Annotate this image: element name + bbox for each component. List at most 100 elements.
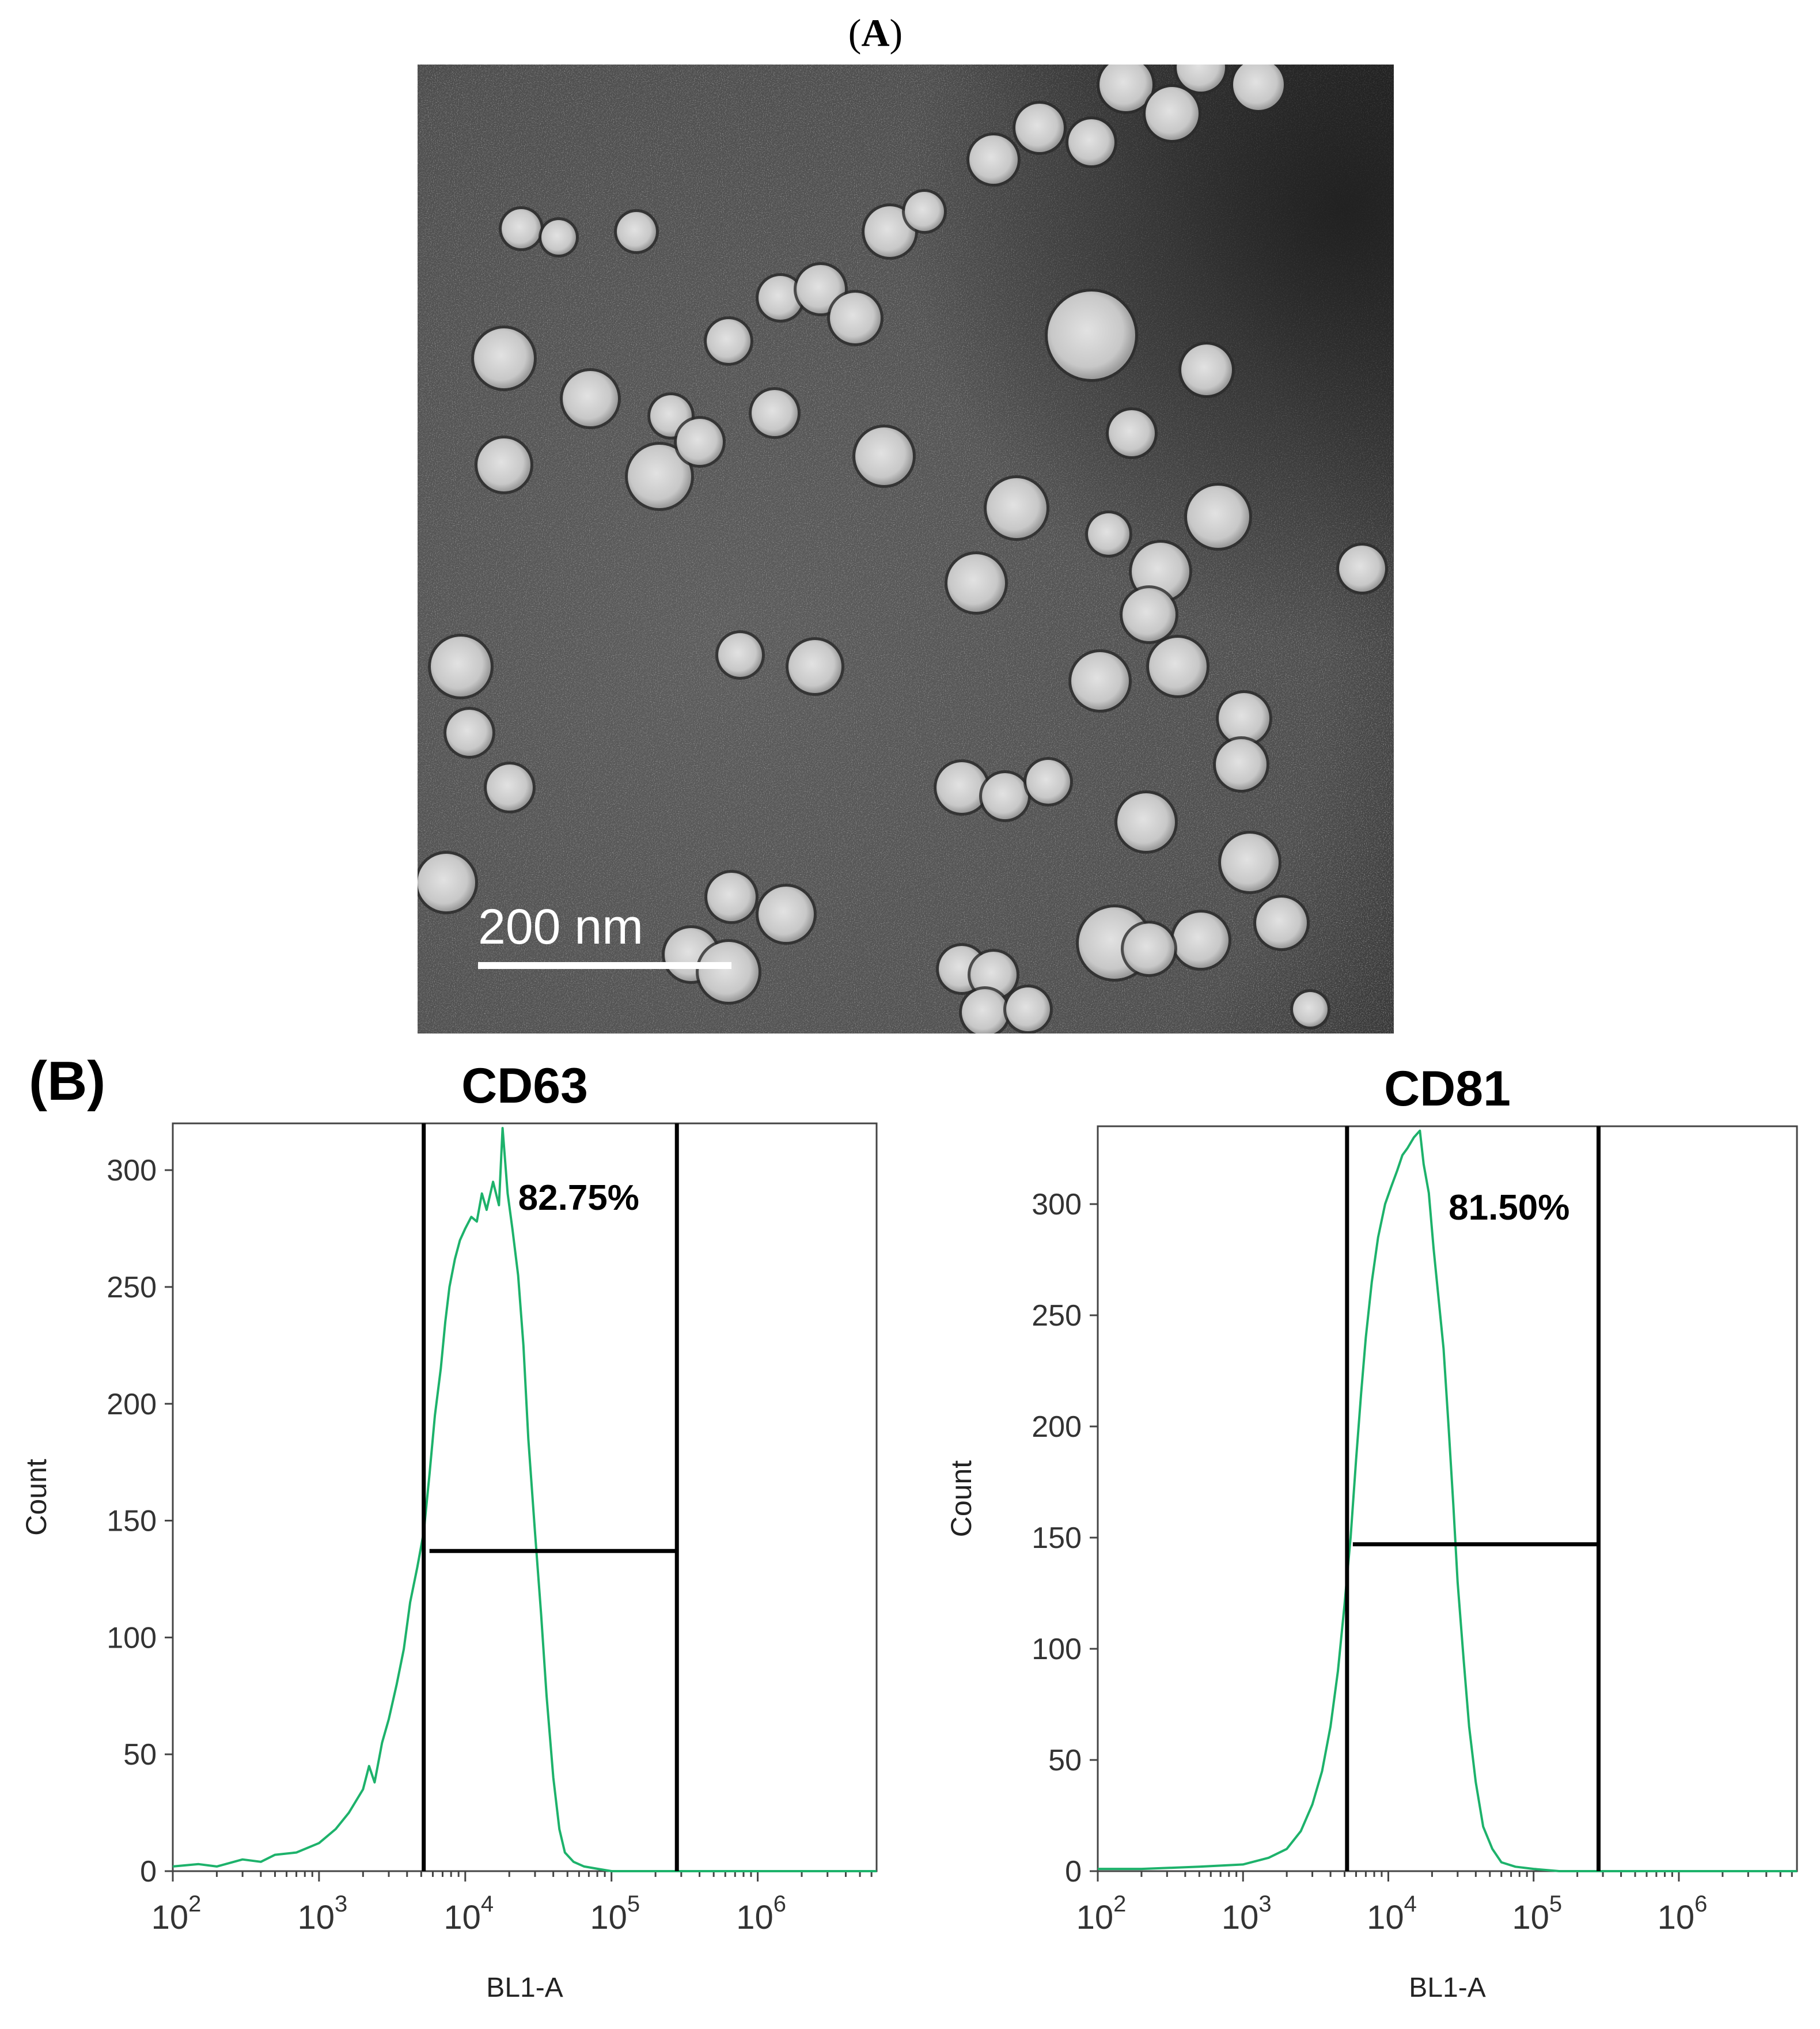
vesicle-icon bbox=[718, 633, 762, 677]
vesicle-icon bbox=[970, 952, 1017, 998]
tem-micrograph-vesicles-icon bbox=[418, 65, 1394, 1034]
x-tick-label: 105 bbox=[1512, 1891, 1562, 1936]
tem-micrograph bbox=[418, 65, 1394, 1034]
y-tick-label: 300 bbox=[1032, 1188, 1082, 1221]
vesicle-icon bbox=[830, 293, 881, 343]
vesicle-icon bbox=[1006, 987, 1050, 1031]
vesicle-icon bbox=[617, 212, 656, 251]
x-tick-label: 104 bbox=[1367, 1891, 1417, 1936]
x-tick-label: 105 bbox=[590, 1891, 640, 1936]
vesicle-icon bbox=[431, 637, 491, 696]
x-tick-label: 104 bbox=[443, 1891, 494, 1936]
y-tick-label: 150 bbox=[1032, 1521, 1082, 1555]
histogram-series bbox=[172, 1127, 877, 1872]
vesicle-icon bbox=[474, 328, 534, 388]
vesicle-icon bbox=[541, 220, 576, 255]
x-axis-label: BL1-A bbox=[486, 1973, 563, 2003]
vesicle-icon bbox=[707, 319, 750, 363]
vesicle-icon bbox=[982, 773, 1028, 819]
x-tick-label: 106 bbox=[736, 1891, 786, 1936]
scale-bar bbox=[478, 962, 731, 969]
plot-frame bbox=[172, 1122, 878, 1872]
vesicle-icon bbox=[1088, 513, 1129, 555]
y-tick-label: 50 bbox=[123, 1738, 157, 1771]
vesicle-icon bbox=[1099, 65, 1152, 111]
vesicle-icon bbox=[1109, 410, 1155, 456]
vesicle-icon bbox=[677, 419, 723, 465]
vesicle-icon bbox=[1117, 793, 1175, 851]
y-tick-label: 150 bbox=[107, 1505, 157, 1538]
histogram-series bbox=[1098, 1129, 1797, 1872]
vesicle-icon bbox=[1177, 65, 1225, 92]
vesicle-icon bbox=[699, 942, 759, 1002]
y-tick-label: 200 bbox=[107, 1388, 157, 1421]
plot-frame bbox=[1097, 1125, 1798, 1872]
vesicle-icon bbox=[788, 640, 841, 693]
vesicle-icon bbox=[1181, 345, 1232, 395]
y-tick-label: 300 bbox=[107, 1154, 157, 1187]
chart-title: CD63 bbox=[461, 1058, 588, 1114]
x-tick-label: 102 bbox=[151, 1891, 202, 1936]
y-tick-label: 100 bbox=[107, 1621, 157, 1655]
x-tick-label: 103 bbox=[1222, 1891, 1272, 1936]
vesicle-icon bbox=[987, 478, 1046, 538]
x-tick-label: 103 bbox=[298, 1891, 348, 1936]
vesicle-icon bbox=[1187, 486, 1249, 548]
vesicle-icon bbox=[947, 554, 1005, 612]
vesicle-icon bbox=[1149, 638, 1207, 695]
vesicle-icon bbox=[1048, 292, 1135, 379]
y-tick-label: 50 bbox=[1048, 1744, 1082, 1777]
vesicle-icon bbox=[1256, 898, 1307, 948]
y-axis-label: Count bbox=[945, 1460, 977, 1538]
vesicle-icon bbox=[936, 762, 987, 813]
panel-b-label: (B) bbox=[29, 1050, 106, 1112]
y-tick-label: 0 bbox=[1065, 1855, 1082, 1888]
scale-bar-label: 200 nm bbox=[478, 899, 643, 955]
vesicle-icon bbox=[563, 371, 618, 426]
cd81-histogram-chart: CD81 0 50 100 150 200 250 300 102 103 104 105 106 BL1… bbox=[945, 1061, 1798, 2003]
vesicle-icon bbox=[1068, 119, 1114, 165]
x-axis-label: BL1-A bbox=[1409, 1973, 1485, 2003]
vesicle-icon bbox=[1146, 87, 1199, 140]
cd63-histogram-chart: CD63 0 50 100 150 200 250 300 102 103 104 105 106 BL1… bbox=[20, 1058, 878, 2003]
vesicle-icon bbox=[502, 209, 541, 248]
gate-percentage-label: 81.50% bbox=[1449, 1188, 1569, 1228]
vesicle-icon bbox=[1216, 739, 1267, 790]
vesicle-icon bbox=[418, 854, 475, 911]
vesicle-icon bbox=[855, 427, 913, 485]
vesicle-icon bbox=[864, 206, 915, 257]
vesicle-icon bbox=[628, 445, 691, 508]
vesicle-icon bbox=[1219, 693, 1269, 744]
y-axis-label: Count bbox=[20, 1459, 52, 1536]
vesicle-icon bbox=[1026, 760, 1070, 804]
gate-percentage-label: 82.75% bbox=[518, 1178, 639, 1218]
vesicle-icon bbox=[759, 887, 814, 942]
y-tick-label: 250 bbox=[107, 1271, 157, 1304]
vesicle-icon bbox=[487, 764, 533, 811]
vesicle-icon bbox=[752, 390, 798, 436]
vesicle-icon bbox=[446, 710, 492, 756]
vesicle-icon bbox=[1221, 834, 1279, 891]
vesicle-icon bbox=[969, 135, 1018, 184]
vesicle-icon bbox=[1173, 913, 1228, 968]
vesicle-icon bbox=[1339, 546, 1385, 592]
vesicle-icon bbox=[1015, 104, 1064, 152]
vesicle-icon bbox=[1123, 588, 1176, 641]
y-tick-label: 100 bbox=[1032, 1633, 1082, 1666]
vesicle-icon bbox=[477, 438, 530, 491]
vesicle-icon bbox=[1293, 992, 1328, 1027]
panel-a-label: (A) bbox=[848, 11, 903, 55]
vesicle-icon bbox=[1233, 65, 1284, 110]
y-tick-label: 250 bbox=[1032, 1299, 1082, 1333]
vesicle-icon bbox=[905, 192, 944, 231]
vesicle-icon bbox=[707, 873, 756, 921]
vesicle-icon bbox=[1071, 652, 1129, 710]
chart-title: CD81 bbox=[1384, 1061, 1511, 1116]
y-tick-label: 0 bbox=[140, 1855, 157, 1888]
x-tick-label: 106 bbox=[1658, 1891, 1708, 1936]
vesicle-icon bbox=[962, 989, 1008, 1034]
vesicle-icon bbox=[759, 276, 802, 320]
vesicle-icon bbox=[1124, 923, 1174, 974]
y-tick-label: 200 bbox=[1032, 1410, 1082, 1444]
